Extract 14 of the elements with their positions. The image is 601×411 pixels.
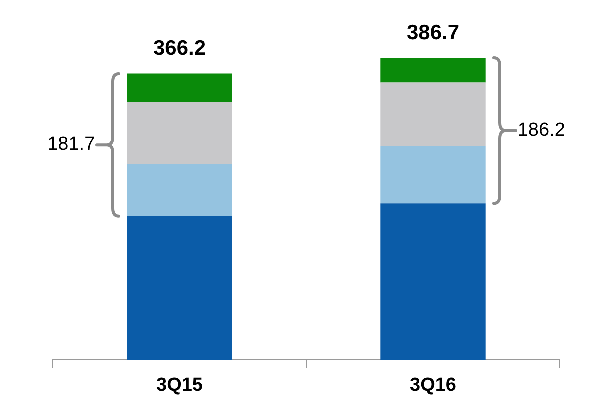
- annotation: 181.7: [48, 134, 96, 156]
- x-tick-label: 3Q16: [410, 374, 456, 396]
- bar: [127, 74, 232, 102]
- annotation: 366.2: [153, 37, 206, 60]
- bar: [127, 216, 232, 360]
- bar: [127, 102, 232, 164]
- annotation: 186.2: [518, 120, 566, 142]
- text: 386.7: [406, 21, 460, 44]
- bar: [380, 58, 486, 83]
- x-tick-label: 3Q15: [156, 374, 204, 396]
- bar: [380, 82, 486, 147]
- bar: [380, 146, 486, 204]
- bar: [380, 204, 486, 360]
- bar: [127, 164, 232, 216]
